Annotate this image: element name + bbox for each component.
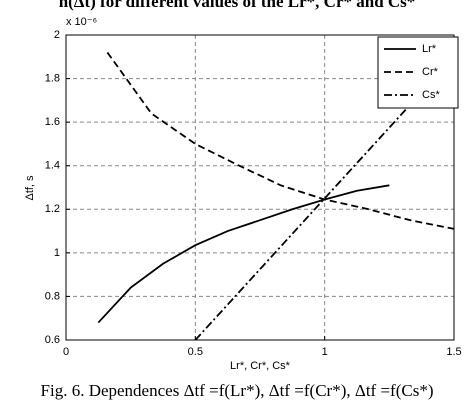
y-tick-label: 2 xyxy=(54,29,60,41)
series-line xyxy=(97,184,390,324)
x-tick-label: 1.5 xyxy=(446,346,461,358)
x-axis-label: Lr*, Cr*, Cs* xyxy=(230,360,291,372)
y-tick-label: 1.8 xyxy=(45,72,60,84)
y-axis-label: Δtf, s xyxy=(24,175,36,201)
x-tick-label: 0 xyxy=(63,346,69,358)
y-tick-label: 0.8 xyxy=(45,290,60,302)
legend-label: Lr* xyxy=(422,43,437,55)
x-tick-label: 0.5 xyxy=(188,346,203,358)
cropped-heading: n(Δt) for different values of the Lr*, C… xyxy=(59,0,416,11)
y-tick-label: 1.2 xyxy=(45,203,60,215)
y-tick-label: 1.4 xyxy=(45,160,60,172)
caption: Fig. 6. Dependences Δtf =f(Lr*), Δtf =f(… xyxy=(41,381,434,400)
y-tick-label: 0.6 xyxy=(45,334,60,346)
plot-frame xyxy=(65,34,455,341)
legend-label: Cs* xyxy=(422,89,440,101)
y-exponent: x 10⁻⁶ xyxy=(66,16,97,28)
x-tick-label: 1 xyxy=(322,346,328,358)
legend-box xyxy=(377,36,459,109)
y-tick-label: 1 xyxy=(54,247,60,259)
y-tick-label: 1.6 xyxy=(45,116,60,128)
legend-label: Cr* xyxy=(422,66,439,78)
series-line xyxy=(106,51,455,230)
